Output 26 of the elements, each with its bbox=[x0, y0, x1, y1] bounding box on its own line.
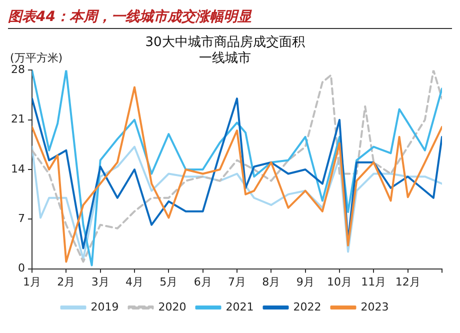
legend-label: 2023 bbox=[360, 300, 389, 314]
x-tick-label: 9月 bbox=[296, 275, 314, 288]
y-tick-label: 21 bbox=[10, 112, 25, 126]
y-axis-title: (万平方米) bbox=[10, 52, 63, 65]
x-tick-label: 7月 bbox=[228, 275, 246, 288]
y-tick-label: 28 bbox=[10, 63, 25, 76]
legend-label: 2019 bbox=[90, 300, 119, 314]
x-tick-label: 11月 bbox=[361, 275, 386, 288]
x-tick-label: 10月 bbox=[327, 275, 352, 288]
text: 一线城市 bbox=[199, 50, 251, 66]
x-tick-label: 5月 bbox=[160, 275, 178, 288]
x-tick-label: 2月 bbox=[57, 275, 76, 288]
x-tick-label: 6月 bbox=[194, 275, 212, 288]
x-tick-label: 8月 bbox=[262, 275, 280, 288]
x-tick-label: 3月 bbox=[91, 275, 110, 288]
x-tick-label: 1月 bbox=[22, 275, 41, 288]
chart-subtitle: 30大中城市商品房成交面积 bbox=[145, 34, 305, 50]
x-tick-label: 12月 bbox=[395, 275, 420, 288]
legend-label: 2022 bbox=[293, 300, 322, 314]
chart-title: 图表44：本周，一线城市成交涨幅明显 bbox=[8, 8, 452, 29]
legend-label: 2020 bbox=[158, 300, 186, 314]
y-tick-label: 7 bbox=[18, 212, 25, 226]
y-tick-label: 14 bbox=[10, 162, 25, 176]
legend-label: 2021 bbox=[226, 300, 254, 314]
x-tick-label: 4月 bbox=[126, 275, 144, 288]
y-tick-label: 0 bbox=[18, 262, 25, 275]
